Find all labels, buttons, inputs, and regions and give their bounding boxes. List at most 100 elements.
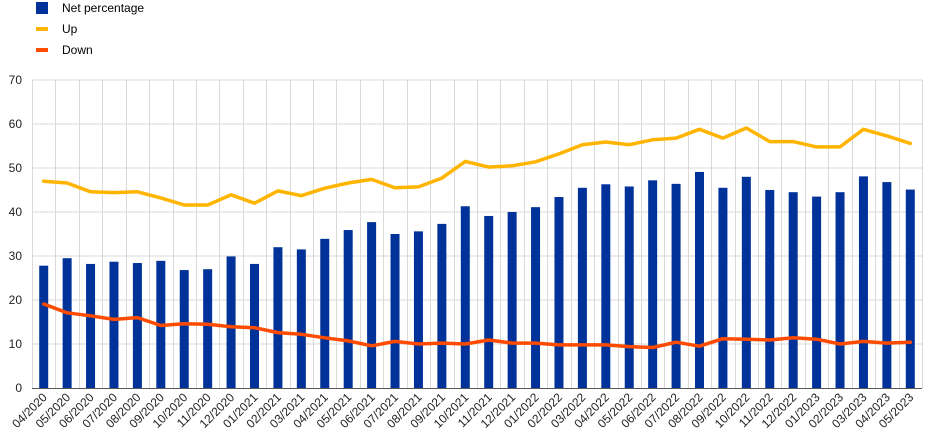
net-percentage-bar [812, 196, 822, 388]
down-point [744, 337, 748, 341]
up-point [182, 203, 186, 207]
down-series [41, 302, 913, 350]
net-percentage-bar [343, 230, 353, 388]
down-point [534, 341, 538, 345]
legend-swatch [36, 2, 48, 14]
up-point [323, 186, 327, 190]
legend-item-up: Up [36, 22, 78, 36]
down-line [41, 302, 913, 350]
up-point [112, 191, 116, 195]
net-percentage-bar [460, 206, 470, 388]
down-point [299, 332, 303, 336]
net-percentage-bar [296, 249, 306, 388]
up-point [346, 181, 350, 185]
up-point [89, 190, 93, 194]
up-point [557, 152, 561, 156]
down-point [42, 302, 46, 306]
up-point [487, 165, 491, 169]
y-axis-tick-labels: 0 10 20 30 40 50 60 70 [9, 73, 23, 395]
y-tick-label: 10 [9, 337, 23, 351]
net-percentage-bar [835, 192, 845, 388]
y-tick-label: 20 [9, 293, 23, 307]
legend-item-down: Down [36, 43, 93, 57]
net-percentage-bar [367, 222, 377, 388]
y-tick-label: 50 [9, 161, 23, 175]
up-point [627, 143, 631, 147]
down-point [135, 316, 139, 320]
gridlines [32, 79, 923, 388]
down-point [908, 340, 912, 344]
up-point [206, 203, 210, 207]
down-point [838, 342, 842, 346]
up-point [604, 140, 608, 144]
down-point [346, 339, 350, 343]
up-series [41, 126, 913, 207]
up-point [510, 164, 514, 168]
net-percentage-bar [905, 189, 915, 388]
up-point [908, 141, 912, 145]
up-point [299, 194, 303, 198]
down-point [440, 341, 444, 345]
up-point [721, 136, 725, 140]
down-point [768, 338, 772, 342]
up-point [815, 145, 819, 149]
net-percentage-bar [624, 186, 634, 388]
net-percentage-bar [437, 223, 447, 388]
down-point [370, 344, 374, 348]
net-percentage-bar [273, 247, 283, 388]
down-point [89, 314, 93, 318]
down-point [65, 311, 69, 315]
up-point [65, 181, 69, 185]
net-percentage-bar [882, 182, 892, 388]
net-percentage-bar [531, 207, 541, 388]
up-point [791, 140, 795, 144]
down-point [416, 342, 420, 346]
y-tick-label: 70 [9, 73, 23, 87]
legend: Net percentage Up Down [36, 1, 144, 57]
up-point [580, 143, 584, 147]
net-percentage-bar [86, 263, 96, 388]
net-percentage-bar [484, 215, 494, 388]
up-point [463, 159, 467, 163]
legend-label: Up [62, 22, 78, 36]
series-lines [41, 126, 913, 350]
up-point [674, 136, 678, 140]
up-point [651, 138, 655, 142]
down-point [815, 337, 819, 341]
net-percentage-bar [671, 183, 681, 388]
down-point [651, 346, 655, 350]
net-percentage-bar [507, 212, 517, 388]
down-point [557, 343, 561, 347]
down-point [674, 340, 678, 344]
net-percentage-bar [741, 176, 751, 388]
net-percentage-bar [203, 269, 213, 388]
net-percentage-bar [132, 263, 142, 388]
net-percentage-bar [718, 187, 728, 388]
down-point [791, 336, 795, 340]
down-point [182, 322, 186, 326]
legend-label: Net percentage [62, 1, 144, 15]
down-point [159, 324, 163, 328]
x-axis-tick-labels: 04/202005/202006/202007/202008/202009/20… [9, 390, 916, 431]
net-percentage-bar [577, 187, 587, 388]
up-point [276, 189, 280, 193]
net-percentage-bar [413, 231, 423, 388]
down-point [510, 341, 514, 345]
down-point [604, 343, 608, 347]
down-point [885, 341, 889, 345]
net-percentage-bar [554, 197, 564, 388]
down-point [861, 339, 865, 343]
down-point [580, 343, 584, 347]
net-percentage-bar [765, 190, 775, 388]
net-percentage-bar [39, 265, 49, 388]
net-percentage-bar [648, 180, 658, 388]
y-tick-label: 60 [9, 117, 23, 131]
y-tick-label: 0 [15, 381, 22, 395]
down-point [698, 344, 701, 348]
up-line [41, 126, 913, 207]
down-point [463, 342, 467, 346]
up-point [393, 186, 397, 190]
up-point [861, 127, 865, 131]
up-point [416, 185, 420, 189]
